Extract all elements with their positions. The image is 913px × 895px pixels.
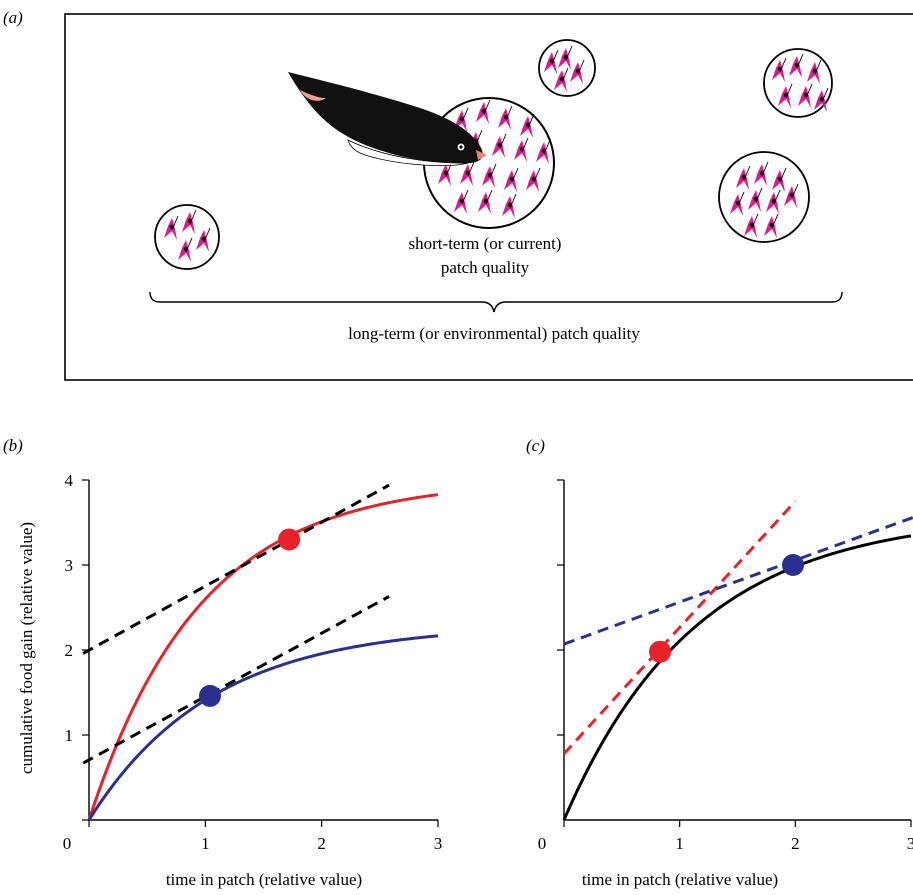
blue-solid-series bbox=[87, 634, 439, 821]
x-tick-label: 0 bbox=[63, 834, 72, 853]
penguin-icon bbox=[288, 72, 487, 166]
panel-a-frame bbox=[64, 13, 913, 381]
black-solid-series bbox=[562, 534, 912, 821]
long-term-label: long-term (or environmental) patch quali… bbox=[348, 324, 640, 343]
x-tick-label: 1 bbox=[675, 834, 684, 853]
x-axis-label: time in patch (relative value) bbox=[582, 870, 778, 889]
blue-point bbox=[782, 554, 805, 576]
red-dashed-series bbox=[562, 500, 797, 755]
x-tick-label: 1 bbox=[201, 834, 210, 853]
patch-top-right bbox=[763, 48, 833, 118]
blue-dashed-series bbox=[563, 515, 913, 646]
panel-b: (b) cumulative food gain (relative value… bbox=[3, 436, 442, 889]
y-tick-label: 2 bbox=[65, 641, 74, 660]
y-tick-label: 3 bbox=[65, 556, 74, 575]
patch-small-left bbox=[154, 204, 220, 270]
panel-a: (a) bbox=[3, 8, 913, 381]
y-tick-label: 1 bbox=[65, 726, 74, 745]
x-tick-label: 2 bbox=[317, 834, 326, 853]
panel-b-label: (b) bbox=[3, 436, 23, 455]
red-point bbox=[278, 528, 301, 551]
x-axis-label: time in patch (relative value) bbox=[166, 870, 362, 889]
panel-c: (c) time in patch (relative value) 0 1 2 3 bbox=[526, 436, 913, 889]
red-solid-series bbox=[87, 493, 439, 821]
black-dashed-series bbox=[82, 595, 390, 765]
red-point bbox=[649, 640, 672, 663]
x-tick-label: 3 bbox=[907, 834, 913, 853]
y-tick-label: 4 bbox=[65, 471, 74, 490]
x-tick-label: 2 bbox=[791, 834, 800, 853]
patch-tiny-top bbox=[538, 39, 596, 97]
patch-right bbox=[718, 151, 810, 243]
panel-c-label: (c) bbox=[526, 436, 545, 455]
long-term-brace bbox=[149, 291, 843, 313]
x-tick-label: 3 bbox=[434, 834, 443, 853]
black-dashed-series bbox=[82, 483, 390, 655]
blue-point bbox=[198, 684, 221, 707]
short-term-label-line1: short-term (or current) bbox=[409, 234, 562, 253]
short-term-label-line2: patch quality bbox=[441, 258, 530, 277]
y-axis-label: cumulative food gain (relative value) bbox=[17, 522, 36, 774]
panel-a-label: (a) bbox=[3, 8, 23, 27]
x-tick-label: 0 bbox=[538, 834, 547, 853]
